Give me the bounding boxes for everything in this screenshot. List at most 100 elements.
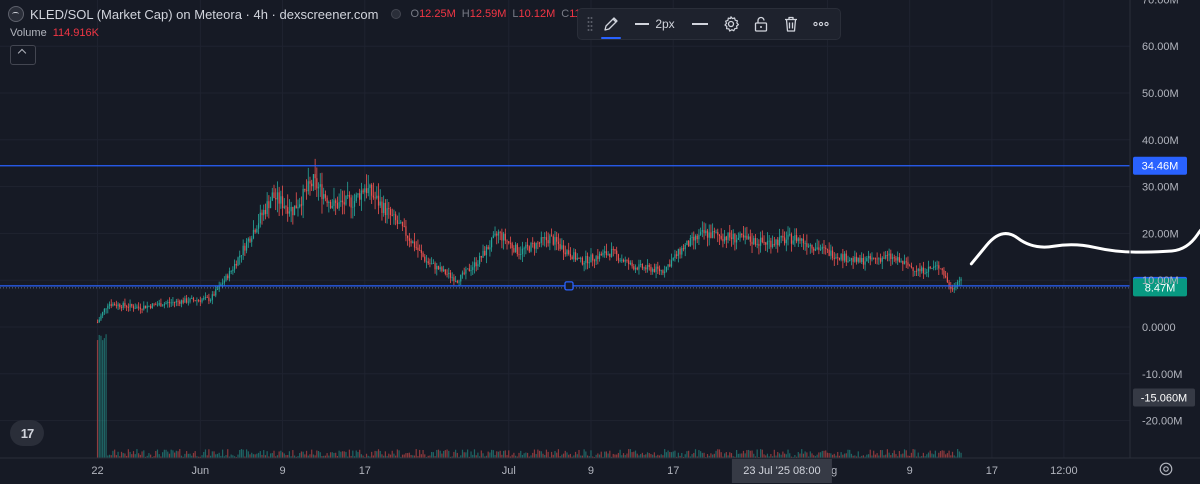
- volume-bar: [783, 453, 786, 458]
- lock-button[interactable]: [746, 12, 776, 36]
- candle-body: [768, 240, 770, 242]
- candle-body: [869, 255, 871, 260]
- volume-bar: [758, 456, 760, 458]
- tradingview-logo[interactable]: 17: [10, 420, 44, 446]
- volume-bar: [573, 455, 575, 458]
- volume-bar: [825, 450, 827, 458]
- volume-bar: [415, 449, 417, 458]
- y-tick-label: 10.00M: [1142, 275, 1179, 287]
- candle-body: [196, 300, 198, 302]
- candle-body: [797, 238, 799, 242]
- line-style-button[interactable]: [684, 12, 716, 36]
- volume-bar: [958, 451, 960, 458]
- volume-bar: [562, 453, 565, 458]
- volume-bar: [437, 449, 440, 458]
- volume-bar: [679, 455, 681, 458]
- volume-bar: [660, 454, 662, 458]
- candle-body: [359, 193, 361, 200]
- volume-bar: [206, 455, 208, 458]
- candle-body: [162, 305, 164, 307]
- candle-body: [737, 237, 739, 240]
- volume-bar: [929, 450, 931, 458]
- volume-bar: [456, 452, 458, 458]
- candle-body: [341, 200, 344, 203]
- volume-bar: [146, 455, 148, 458]
- volume-bar: [497, 451, 500, 458]
- candle-body: [595, 256, 597, 262]
- pencil-color-button[interactable]: [596, 12, 626, 39]
- volume-bar: [343, 451, 345, 458]
- volume-bar: [218, 452, 220, 458]
- candle-body: [722, 238, 724, 242]
- volume-bar: [244, 456, 246, 458]
- volume-bar: [518, 452, 520, 458]
- candle-body: [590, 254, 592, 263]
- chart-settings-icon[interactable]: [1158, 461, 1174, 477]
- volume-bar: [413, 455, 416, 458]
- volume-bar: [676, 456, 678, 458]
- candle-body: [526, 244, 529, 247]
- candle-body: [280, 196, 282, 204]
- more-button[interactable]: [806, 12, 836, 36]
- candle-body: [720, 235, 722, 239]
- volume-bar: [955, 456, 957, 458]
- candle-body: [600, 253, 602, 256]
- candle-body: [139, 307, 141, 310]
- candle-body: [674, 254, 676, 258]
- volume-bar: [804, 451, 806, 458]
- volume-bar: [849, 449, 851, 458]
- candle-body: [657, 266, 659, 269]
- line-thickness-button[interactable]: 2px: [626, 12, 684, 36]
- drag-handle-icon[interactable]: [584, 12, 596, 36]
- candle-body: [449, 272, 452, 278]
- candle-body: [938, 265, 940, 269]
- chart-title[interactable]: KLED/SOL (Market Cap) on Meteora · 4h · …: [30, 6, 379, 22]
- volume-bar: [616, 454, 618, 458]
- candle-body: [806, 243, 808, 247]
- settings-button[interactable]: [716, 12, 746, 36]
- volume-bar: [528, 456, 530, 458]
- candle-body: [422, 252, 424, 257]
- settings-icon: [724, 16, 739, 32]
- volume-bar: [96, 340, 99, 458]
- candle-body: [352, 206, 354, 208]
- volume-bar: [150, 454, 152, 458]
- volume-bar: [561, 454, 563, 458]
- candle-body: [319, 184, 321, 187]
- volume-bar: [869, 449, 871, 458]
- volume-bar: [876, 453, 878, 458]
- delete-button[interactable]: [776, 12, 806, 36]
- collapse-legend-button[interactable]: [10, 45, 36, 65]
- volume-bar: [376, 451, 378, 458]
- candle-body: [950, 286, 952, 289]
- candle-body: [724, 236, 726, 242]
- volume-bar: [797, 452, 799, 458]
- volume-bar: [281, 452, 284, 458]
- candle-body: [287, 207, 289, 214]
- candle-body: [758, 244, 760, 246]
- candle-body: [211, 294, 213, 301]
- candle-body: [634, 267, 637, 270]
- candle-body: [926, 271, 928, 274]
- candle-body: [201, 299, 203, 302]
- candle-body: [886, 255, 888, 256]
- candle-body: [855, 256, 858, 262]
- volume-bar: [950, 455, 952, 458]
- volume-bar: [472, 454, 474, 458]
- candle-body: [222, 283, 224, 285]
- volume-bar: [933, 454, 935, 458]
- volume-bar: [191, 455, 193, 458]
- candle-body: [866, 258, 868, 262]
- volume-bar: [198, 456, 200, 458]
- volume-bar: [751, 450, 753, 458]
- y-tick-label: 40.00M: [1142, 135, 1179, 147]
- volume-legend[interactable]: Volume 114.916K: [10, 27, 99, 39]
- volume-bar: [569, 453, 572, 458]
- volume-bar: [359, 449, 361, 458]
- volume-bar: [907, 455, 909, 458]
- volume-bar: [598, 454, 601, 458]
- volume-bar: [365, 453, 368, 458]
- volume-bar: [765, 455, 767, 458]
- volume-bar: [120, 451, 123, 458]
